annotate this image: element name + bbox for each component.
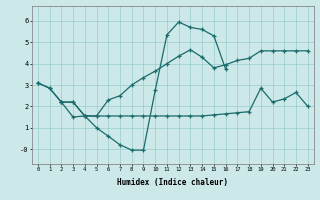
X-axis label: Humidex (Indice chaleur): Humidex (Indice chaleur) xyxy=(117,178,228,187)
